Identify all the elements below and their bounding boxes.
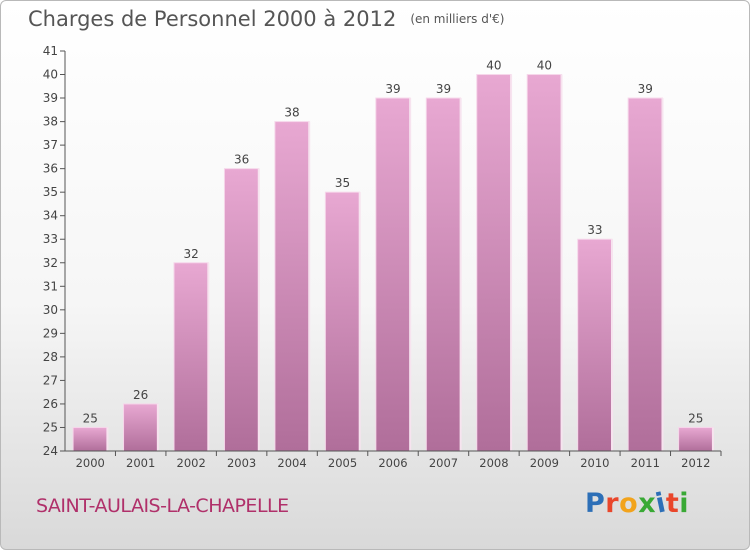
proxiti-logo: Proxiti: [585, 487, 690, 519]
x-tick-label: 2002: [177, 456, 206, 470]
logo-letter: P: [585, 488, 606, 519]
logo-letter: r: [605, 488, 620, 519]
y-tick-label: 38: [43, 115, 58, 129]
logo-letter: o: [619, 488, 639, 519]
x-tick-label: 2011: [631, 456, 660, 470]
y-tick-label: 34: [43, 209, 58, 223]
data-label: 40: [486, 59, 501, 73]
bar-2010: [577, 238, 613, 452]
logo-letter: x: [638, 488, 657, 519]
x-tick-label: 2003: [227, 456, 256, 470]
y-tick-label: 39: [43, 91, 58, 105]
data-label: 39: [436, 82, 451, 96]
y-tick-label: 37: [43, 138, 58, 152]
data-label: 40: [537, 59, 552, 73]
data-label: 32: [184, 247, 199, 261]
chart-title: Charges de Personnel 2000 à 2012 (en mill…: [28, 7, 504, 31]
x-tick-label: 2010: [580, 456, 609, 470]
bar-2008: [476, 74, 512, 452]
y-tick-label: 29: [43, 326, 58, 340]
bar-2007: [425, 97, 462, 452]
x-tick-label: 2005: [328, 456, 357, 470]
y-tick-label: 40: [43, 68, 58, 82]
y-tick-label: 32: [43, 256, 58, 270]
bar-2001: [123, 403, 159, 452]
y-tick-label: 33: [43, 232, 58, 246]
y-tick-label: 24: [43, 444, 58, 458]
data-label: 36: [234, 153, 249, 167]
y-tick-label: 36: [43, 162, 58, 176]
x-tick-label: 2007: [429, 456, 458, 470]
bar-2006: [375, 97, 411, 452]
y-tick-label: 26: [43, 397, 58, 411]
y-tick-label: 27: [43, 373, 58, 387]
data-label: 33: [587, 223, 602, 237]
bar-2000: [72, 426, 108, 452]
y-tick-label: 31: [43, 279, 58, 293]
data-label: 25: [688, 411, 703, 425]
y-tick-label: 35: [43, 185, 58, 199]
y-tick-label: 41: [43, 44, 58, 58]
y-tick-label: 30: [43, 303, 58, 317]
unit-note: (en milliers d'€): [410, 12, 505, 26]
bar-2004: [274, 121, 310, 452]
data-label: 26: [133, 388, 148, 402]
axes-group: 24 25 26 27 28 29 30 31 32 33 34 35 36 37 38 39 40 41 2000…: [43, 44, 722, 470]
bars-group: 25 26 32 36 38 35 39 39 40 40 33 39 25: [72, 59, 714, 452]
data-label: 35: [335, 176, 350, 190]
data-label: 39: [638, 82, 653, 96]
bar-2005: [324, 191, 361, 452]
logo-letter: i: [679, 488, 690, 519]
bar-2009: [526, 74, 563, 452]
x-tick-label: 2008: [479, 456, 508, 470]
bar-2012: [678, 426, 714, 452]
place-name: SAINT-AULAIS-LA-CHAPELLE: [36, 495, 289, 517]
bar-2011: [627, 97, 663, 452]
x-tick-label: 2004: [277, 456, 306, 470]
data-label: 39: [385, 82, 400, 96]
bar-2002: [173, 262, 209, 452]
y-tick-label: 28: [43, 350, 58, 364]
bar-2003: [223, 168, 260, 452]
chart-title-text: Charges de Personnel 2000 à 2012: [28, 7, 397, 31]
x-tick-label: 2006: [378, 456, 407, 470]
logo-letter: t: [665, 488, 680, 519]
x-tick-label: 2001: [126, 456, 155, 470]
y-tick-label: 25: [43, 420, 58, 434]
x-tick-label: 2000: [76, 456, 105, 470]
data-label: 25: [83, 411, 98, 425]
x-tick-label: 2009: [530, 456, 559, 470]
data-label: 38: [284, 106, 299, 120]
x-tick-label: 2012: [681, 456, 710, 470]
